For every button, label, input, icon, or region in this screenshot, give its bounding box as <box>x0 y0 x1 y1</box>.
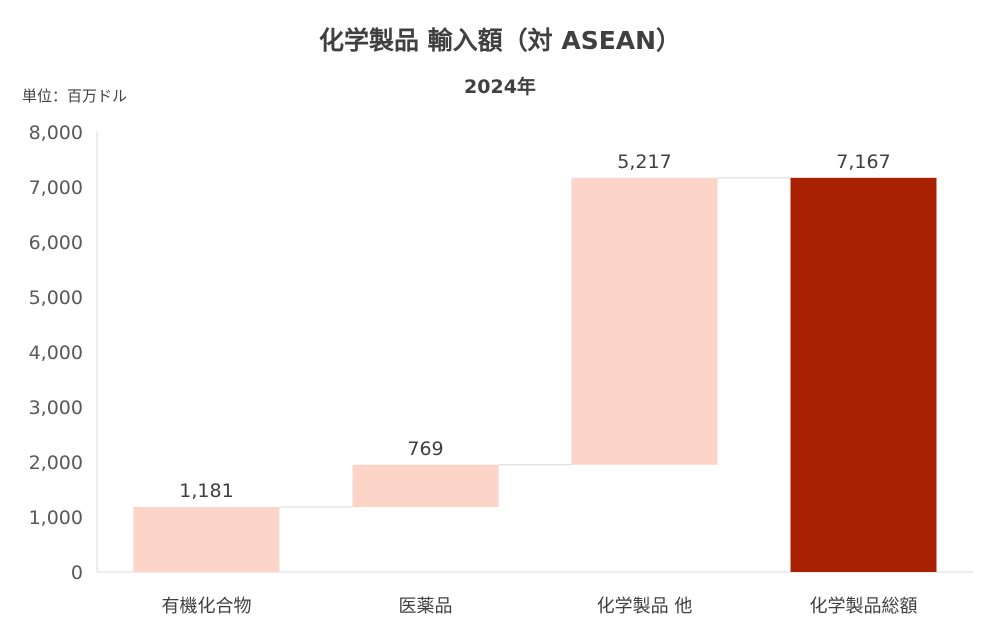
connector-lines <box>279 177 791 508</box>
increment-bar <box>133 507 280 572</box>
y-tick-label: 5,000 <box>29 287 83 309</box>
y-tick-label: 1,000 <box>29 507 83 529</box>
x-tick-label: 有機化合物 <box>162 596 252 617</box>
x-tick-label: 医薬品 <box>399 596 453 617</box>
total-bar <box>790 177 937 572</box>
y-tick-label: 2,000 <box>29 452 83 474</box>
y-axis-ticks: 0 1,000 2,000 3,000 4,000 5,000 6,000 7,000 8,00… <box>29 122 83 584</box>
x-tick-label: 化学製品総額 <box>810 596 918 617</box>
bars <box>133 177 937 572</box>
data-label: 7,167 <box>836 151 890 173</box>
y-tick-label: 6,000 <box>29 232 83 254</box>
data-label: 769 <box>407 438 443 460</box>
y-tick-label: 4,000 <box>29 342 83 364</box>
data-labels: 1,181 769 5,217 7,167 <box>179 151 890 502</box>
y-tick-label: 7,000 <box>29 177 83 199</box>
x-tick-label: 化学製品 他 <box>597 596 693 617</box>
data-label: 5,217 <box>617 151 671 173</box>
data-label: 1,181 <box>179 480 233 502</box>
increment-bar <box>571 177 718 465</box>
increment-bar <box>352 464 499 508</box>
chart-subtitle: 2024年 <box>464 75 536 98</box>
y-tick-label: 3,000 <box>29 397 83 419</box>
x-axis-ticks: 有機化合物 医薬品 化学製品 他 化学製品総額 <box>162 596 918 617</box>
y-tick-label: 8,000 <box>29 122 83 144</box>
unit-label: 単位：百万ドル <box>22 87 127 105</box>
y-tick-label: 0 <box>71 562 83 584</box>
chart-title: 化学製品 輸入額（対 ASEAN） <box>319 26 681 55</box>
